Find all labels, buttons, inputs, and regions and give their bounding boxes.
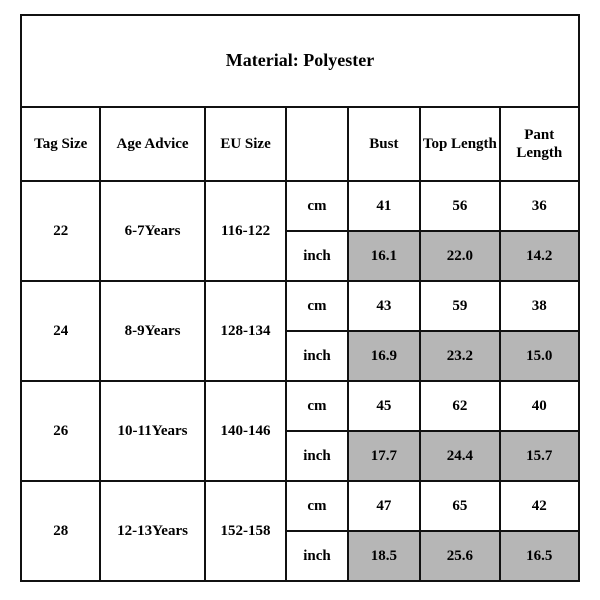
cell-tag-size: 28 — [21, 481, 100, 581]
cell-age-advice: 12-13Years — [100, 481, 204, 581]
cell-unit-cm: cm — [286, 381, 347, 431]
cell-eu-size: 152-158 — [205, 481, 287, 581]
title-row: Material: Polyester — [21, 15, 579, 107]
cell-unit-inch: inch — [286, 331, 347, 381]
header-row: Tag Size Age Advice EU Size Bust Top Len… — [21, 107, 579, 181]
table-row: 28 12-13Years 152-158 cm 47 65 42 — [21, 481, 579, 531]
cell-pant-inch: 15.7 — [500, 431, 579, 481]
cell-age-advice: 8-9Years — [100, 281, 204, 381]
cell-top-inch: 23.2 — [420, 331, 499, 381]
cell-pant-inch: 15.0 — [500, 331, 579, 381]
header-pant-length: Pant Length — [500, 107, 579, 181]
cell-bust-cm: 47 — [348, 481, 421, 531]
header-top-length: Top Length — [420, 107, 499, 181]
cell-pant-cm: 40 — [500, 381, 579, 431]
cell-unit-cm: cm — [286, 481, 347, 531]
cell-eu-size: 116-122 — [205, 181, 287, 281]
cell-top-inch: 22.0 — [420, 231, 499, 281]
cell-pant-cm: 38 — [500, 281, 579, 331]
cell-age-advice: 6-7Years — [100, 181, 204, 281]
cell-eu-size: 140-146 — [205, 381, 287, 481]
table-row: 22 6-7Years 116-122 cm 41 56 36 — [21, 181, 579, 231]
cell-top-cm: 65 — [420, 481, 499, 531]
header-eu-size: EU Size — [205, 107, 287, 181]
cell-bust-inch: 16.9 — [348, 331, 421, 381]
table-title: Material: Polyester — [21, 15, 579, 107]
cell-top-cm: 56 — [420, 181, 499, 231]
header-age-advice: Age Advice — [100, 107, 204, 181]
cell-unit-inch: inch — [286, 231, 347, 281]
cell-bust-cm: 45 — [348, 381, 421, 431]
cell-unit-cm: cm — [286, 281, 347, 331]
cell-tag-size: 24 — [21, 281, 100, 381]
size-chart-table: Material: Polyester Tag Size Age Advice … — [20, 14, 580, 582]
cell-tag-size: 22 — [21, 181, 100, 281]
cell-pant-inch: 16.5 — [500, 531, 579, 581]
table-row: 26 10-11Years 140-146 cm 45 62 40 — [21, 381, 579, 431]
cell-bust-inch: 18.5 — [348, 531, 421, 581]
cell-top-cm: 59 — [420, 281, 499, 331]
cell-unit-inch: inch — [286, 531, 347, 581]
cell-pant-inch: 14.2 — [500, 231, 579, 281]
header-tag-size: Tag Size — [21, 107, 100, 181]
cell-bust-inch: 17.7 — [348, 431, 421, 481]
cell-top-cm: 62 — [420, 381, 499, 431]
header-bust: Bust — [348, 107, 421, 181]
header-unit-blank — [286, 107, 347, 181]
cell-pant-cm: 36 — [500, 181, 579, 231]
cell-bust-cm: 43 — [348, 281, 421, 331]
cell-unit-cm: cm — [286, 181, 347, 231]
table-row: 24 8-9Years 128-134 cm 43 59 38 — [21, 281, 579, 331]
cell-pant-cm: 42 — [500, 481, 579, 531]
cell-unit-inch: inch — [286, 431, 347, 481]
cell-age-advice: 10-11Years — [100, 381, 204, 481]
cell-bust-cm: 41 — [348, 181, 421, 231]
cell-bust-inch: 16.1 — [348, 231, 421, 281]
cell-top-inch: 25.6 — [420, 531, 499, 581]
cell-tag-size: 26 — [21, 381, 100, 481]
cell-eu-size: 128-134 — [205, 281, 287, 381]
cell-top-inch: 24.4 — [420, 431, 499, 481]
